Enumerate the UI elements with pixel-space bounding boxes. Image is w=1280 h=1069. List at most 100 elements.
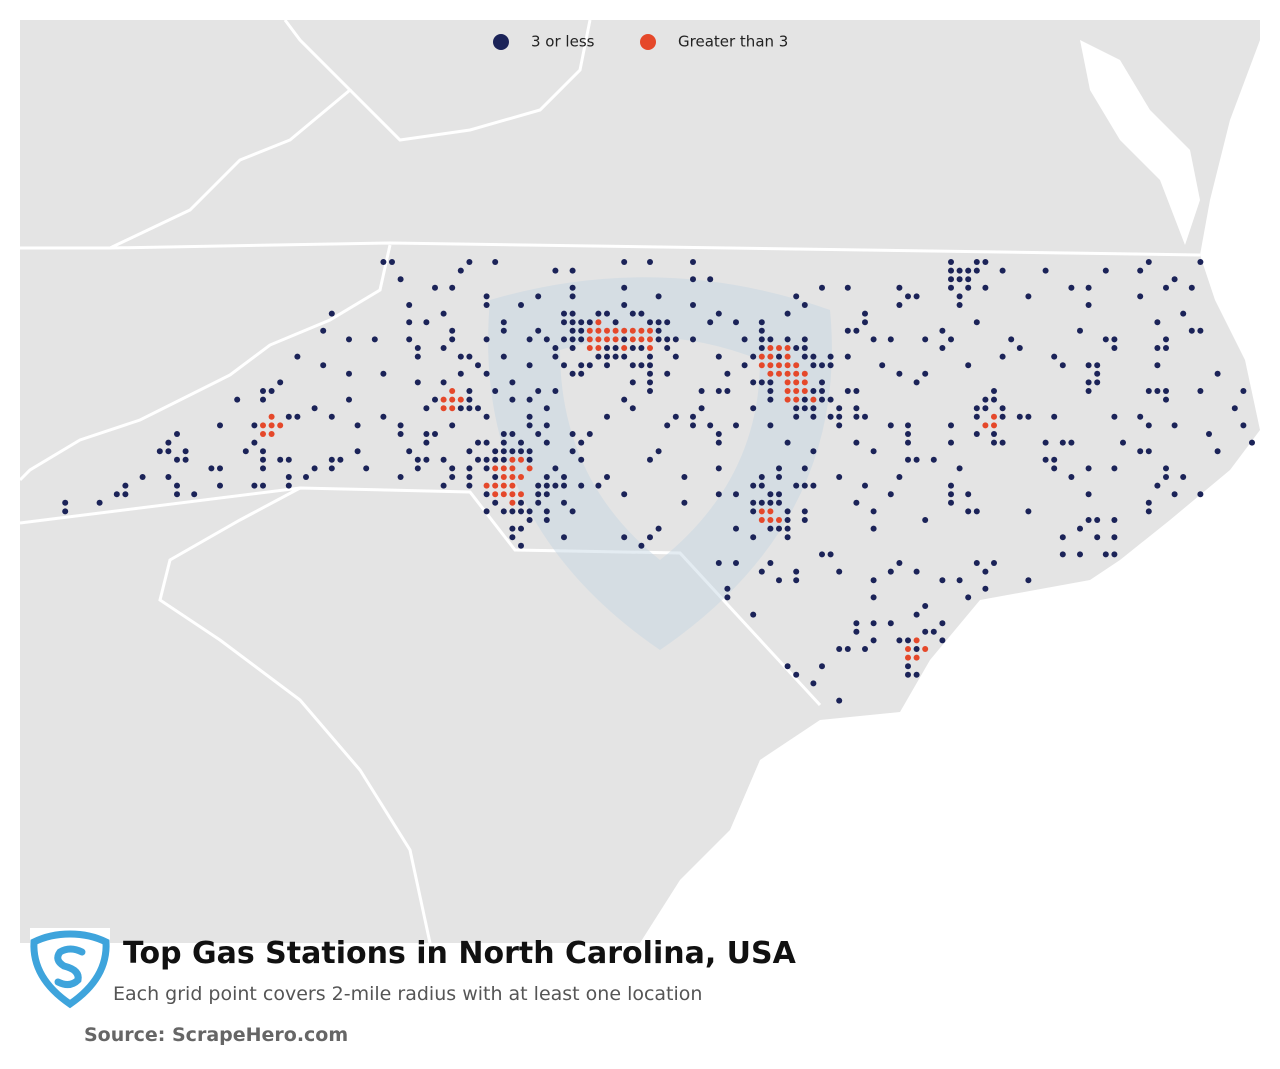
grid-point (406, 336, 413, 343)
grid-point (690, 302, 696, 308)
grid-point (518, 302, 524, 308)
grid-point (638, 310, 645, 317)
grid-point (268, 422, 275, 429)
grid-point (724, 388, 731, 394)
grid-point (466, 405, 473, 412)
grid-point (870, 525, 877, 532)
grid-point (793, 345, 800, 351)
grid-point (500, 465, 507, 472)
grid-point (423, 439, 430, 446)
grid-point (543, 517, 550, 523)
grid-point (905, 293, 911, 300)
grid-point (922, 336, 929, 343)
grid-point (500, 439, 507, 446)
logo (30, 928, 110, 1009)
grid-point (1137, 413, 1144, 420)
legend-label: Greater than 3 (678, 33, 788, 51)
grid-point (819, 388, 825, 394)
grid-point (457, 405, 464, 412)
grid-point (853, 327, 860, 334)
grid-point (586, 345, 593, 351)
grid-point (1137, 448, 1144, 455)
grid-point (784, 517, 791, 523)
grid-point (406, 319, 413, 326)
grid-point (836, 568, 843, 575)
grid-point (509, 491, 516, 498)
grid-point (363, 465, 370, 472)
grid-point (647, 362, 653, 369)
grid-point (758, 353, 765, 360)
grid-point (578, 319, 585, 326)
grid-point (982, 422, 989, 429)
grid-point (122, 482, 129, 489)
grid-point (621, 327, 628, 334)
grid-point (922, 370, 929, 377)
grid-point (887, 491, 894, 498)
grid-point (939, 577, 946, 584)
grid-point (655, 293, 662, 300)
grid-point (767, 396, 774, 403)
grid-point (397, 276, 404, 283)
grid-point (518, 491, 524, 498)
grid-point (604, 327, 610, 334)
grid-point (182, 448, 189, 455)
grid-point (776, 362, 782, 369)
grid-point (629, 362, 636, 369)
grid-point (853, 620, 860, 627)
grid-point (1111, 413, 1118, 420)
grid-point (1231, 405, 1238, 412)
grid-point (758, 482, 765, 489)
grid-point (1102, 267, 1109, 274)
grid-point (922, 646, 929, 652)
grid-point (664, 370, 671, 377)
grid-point (1025, 508, 1032, 515)
grid-point (629, 379, 636, 386)
grid-point (1111, 517, 1118, 523)
grid-point (844, 388, 851, 394)
grid-point (750, 379, 757, 386)
grid-point (449, 284, 456, 291)
grid-point (475, 405, 481, 412)
grid-point (905, 671, 911, 678)
grid-point (973, 267, 980, 274)
grid-point (1206, 431, 1212, 437)
grid-point (827, 413, 834, 420)
grid-point (905, 431, 911, 437)
grid-point (569, 284, 576, 291)
grid-point (991, 431, 997, 437)
grid-point (1240, 422, 1247, 429)
grid-point (139, 474, 146, 480)
grid-point (449, 388, 456, 394)
grid-point (509, 482, 516, 489)
grid-point (1077, 327, 1083, 334)
grid-point (509, 474, 516, 480)
grid-point (526, 422, 533, 429)
grid-point (268, 413, 275, 420)
grid-point (1145, 388, 1152, 394)
grid-point (715, 465, 722, 472)
grid-point (1102, 336, 1109, 343)
grid-point (234, 396, 241, 403)
grid-point (853, 388, 860, 394)
grid-point (466, 388, 473, 394)
grid-point (965, 594, 972, 601)
grid-point (776, 577, 782, 584)
grid-point (948, 439, 954, 446)
grid-point (526, 448, 533, 455)
grid-point (913, 456, 920, 463)
grid-point (956, 465, 963, 472)
grid-point (260, 448, 266, 455)
grid-point (389, 259, 395, 265)
grid-point (750, 611, 757, 618)
grid-point (483, 413, 490, 420)
grid-point (285, 482, 292, 489)
grid-point (1163, 345, 1169, 351)
grid-point (440, 396, 447, 403)
grid-point (707, 276, 714, 283)
grid-point (836, 422, 843, 429)
grid-point (578, 482, 585, 489)
grid-point (457, 267, 464, 274)
grid-point (509, 456, 516, 463)
grid-point (311, 405, 318, 412)
logo-shield (30, 930, 110, 1009)
